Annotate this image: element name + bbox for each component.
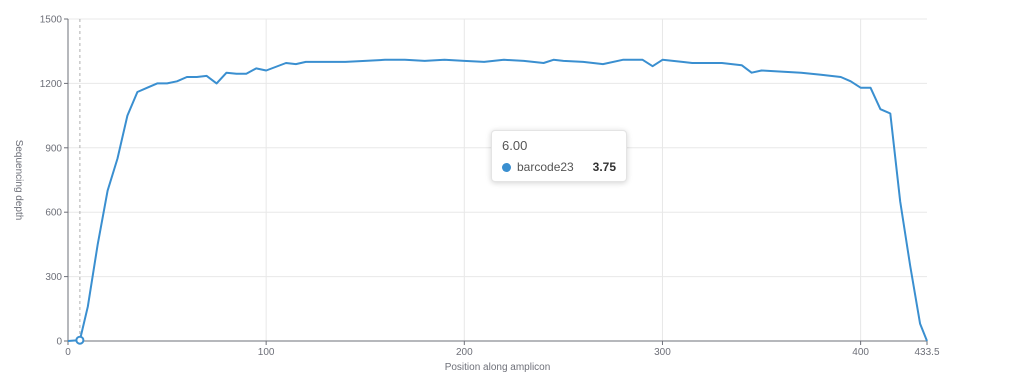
x-tick-labels: 0 100 200 300 400 433.5 — [65, 347, 940, 358]
x-tick-label: 200 — [456, 347, 473, 358]
y-axis-title: Sequencing depth — [13, 140, 24, 221]
tooltip-series-name: barcode23 — [517, 160, 574, 174]
x-axis-title: Position along amplicon — [445, 362, 551, 373]
tooltip-value: 3.75 — [592, 160, 616, 174]
x-tick-label: 300 — [654, 347, 671, 358]
y-tick-label: 1500 — [40, 15, 63, 26]
hover-point-marker[interactable] — [75, 335, 85, 345]
y-tick-label: 0 — [56, 337, 62, 348]
x-tick-label: 400 — [852, 347, 869, 358]
series-color-dot-icon — [502, 162, 511, 172]
y-tick-label: 1200 — [40, 79, 63, 90]
y-tick-label: 600 — [45, 208, 62, 219]
x-tick-label: 100 — [258, 347, 275, 358]
tooltip: 6.00 barcode23 3.75 — [491, 130, 627, 182]
y-tick-labels: 0 300 600 900 1200 1500 — [40, 15, 63, 348]
y-tick-label: 900 — [45, 143, 62, 154]
y-tick-label: 300 — [45, 272, 62, 283]
tooltip-title: 6.00 — [502, 138, 528, 153]
tooltip-row: barcode23 3.75 — [502, 160, 616, 174]
x-gridlines — [67, 19, 928, 345]
series-line-barcode23[interactable] — [67, 58, 928, 342]
x-tick-label: 0 — [65, 347, 71, 358]
x-tick-label: 433.5 — [914, 347, 939, 358]
